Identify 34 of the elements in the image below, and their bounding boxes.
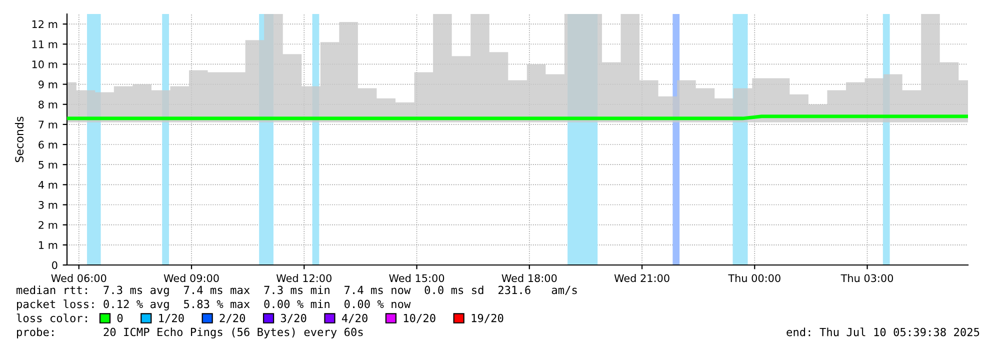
y-tick-label: 1 m xyxy=(39,241,58,249)
legend-label: 19/20 xyxy=(472,314,504,324)
x-tick-label: Thu 00:00 xyxy=(728,274,780,282)
x-tick-label: Wed 15:00 xyxy=(389,274,444,282)
legend-label: 2/20 xyxy=(220,314,246,324)
y-tick-label: 3 m xyxy=(38,200,58,209)
y-tick-label: 9 m xyxy=(38,80,58,88)
legend-label: 3/20 xyxy=(280,314,306,324)
y-tick-label: 6 m xyxy=(38,140,58,149)
y-tick-label: 4 m xyxy=(38,181,58,189)
y-axis-title: Seconds xyxy=(14,116,24,162)
y-tick-label: 5 m xyxy=(38,160,58,169)
legend-label: 1/20 xyxy=(159,314,184,324)
text: median rtt: 7.3 ms avg 7.4 ms max 7.3 ms min 7.4 ms now 0.0 ms sd 231.6 am/s xyxy=(16,286,577,296)
text: packet loss: 0.12 % avg 5.83 % max 0.00 % min 0.00 % now xyxy=(17,300,411,310)
y-tick-label: 8 m xyxy=(38,100,58,108)
y-tick-label: 2 m xyxy=(38,221,58,229)
x-tick-label: Wed 12:00 xyxy=(276,274,332,282)
x-tick-label: Wed 18:00 xyxy=(502,274,557,282)
x-tick-label: Wed 21:00 xyxy=(614,274,670,282)
y-tick-label: 10 m xyxy=(32,60,58,68)
y-tick-label: 0 xyxy=(52,261,58,270)
y-tick-label: 7 m xyxy=(38,120,58,128)
legend-label: 4/20 xyxy=(342,314,368,324)
text: probe: 20 ICMP Echo Pings (56 Bytes) every 60s xyxy=(17,328,363,338)
legend-label: 10/20 xyxy=(404,314,436,324)
x-tick-label: Wed 06:00 xyxy=(51,274,106,282)
text: end: Thu Jul 10 05:39:38 2025 xyxy=(786,328,980,336)
legend-label: 0 xyxy=(117,314,123,322)
x-tick-label: Wed 09:00 xyxy=(164,274,219,282)
text: loss color: xyxy=(16,314,87,322)
y-tick-label: 11 m xyxy=(32,40,58,48)
y-tick-label: 12 m xyxy=(32,20,58,28)
x-tick-label: Thu 03:00 xyxy=(840,274,894,282)
